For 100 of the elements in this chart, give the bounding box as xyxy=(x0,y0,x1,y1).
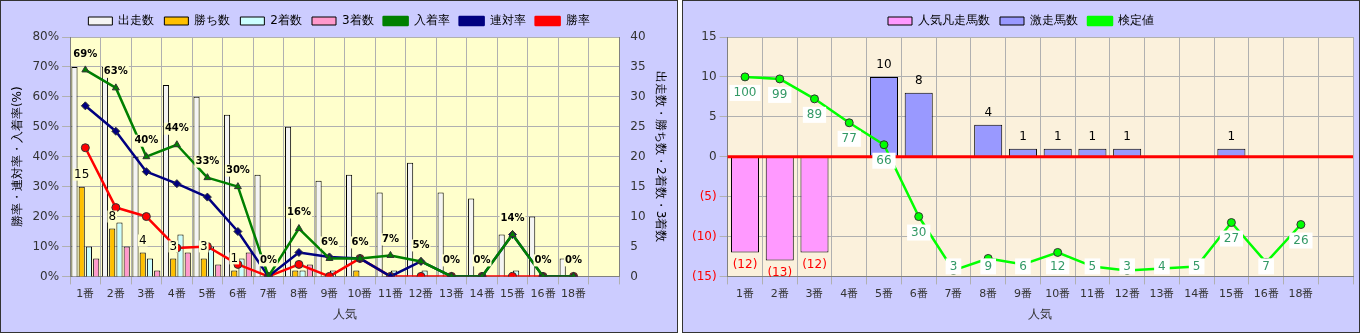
x-tick-label: 18番 xyxy=(1288,286,1314,300)
x-tick-label: 3番 xyxy=(137,286,156,300)
data-label: 30% xyxy=(225,164,250,176)
legend-label: 勝ち数 xyxy=(194,13,231,28)
x-tick-label: 14番 xyxy=(1184,286,1210,300)
y2-tick-label: 5 xyxy=(630,238,638,253)
y-tick-label: 20% xyxy=(32,208,60,223)
data-label: 3 xyxy=(199,238,208,253)
data-label: 3 xyxy=(169,238,178,253)
y-tick-label: 10% xyxy=(32,238,60,253)
y-tick-label: 60% xyxy=(32,88,60,103)
data-label: 66 xyxy=(876,152,892,167)
x-axis-title: 人気 xyxy=(332,306,357,321)
data-label: 6% xyxy=(320,236,338,248)
x-tick-label: 6番 xyxy=(228,286,247,300)
y-tick-label: (15) xyxy=(691,268,717,283)
data-label: 3 xyxy=(1123,258,1131,273)
x-tick-label: 2番 xyxy=(770,286,789,300)
x-tick-label: 14番 xyxy=(469,286,495,300)
data-label: 1 xyxy=(1088,128,1097,143)
y2-tick-label: 10 xyxy=(630,208,646,223)
x-tick-label: 16番 xyxy=(530,286,556,300)
y-tick-label: 30% xyxy=(32,178,60,193)
data-label: 9 xyxy=(984,258,993,273)
legend-label: 激走馬数 xyxy=(1030,13,1078,28)
legend-label: 人気凡走馬数 xyxy=(918,13,990,28)
x-tick-label: 7番 xyxy=(944,286,963,300)
x-tick-label: 6番 xyxy=(909,286,928,300)
data-label: 1 xyxy=(230,250,239,265)
y-tick-label: 5 xyxy=(708,108,717,123)
x-tick-label: 1番 xyxy=(76,286,95,300)
data-label: 26 xyxy=(1293,232,1309,247)
data-label: 14% xyxy=(500,212,525,224)
y2-tick-label: 20 xyxy=(630,148,646,163)
y2-tick-label: 35 xyxy=(630,59,646,74)
data-label: 7 xyxy=(1262,258,1270,273)
data-label: 69% xyxy=(73,47,98,59)
data-label: 1 xyxy=(1019,128,1027,143)
x-tick-label: 5番 xyxy=(198,286,217,300)
data-label: 16% xyxy=(286,206,311,218)
y-axis-title: 勝率・連対率・入着率(%) xyxy=(10,86,25,228)
legend-label: 2着数 xyxy=(270,13,303,28)
y-tick-label: 80% xyxy=(32,29,60,44)
x-tick-label: 10番 xyxy=(347,286,373,300)
x-tick-label: 4番 xyxy=(167,286,186,300)
y-tick-label: 70% xyxy=(32,59,60,74)
x-tick-label: 3番 xyxy=(805,286,824,300)
y-tick-label: (5) xyxy=(699,188,717,203)
y2-tick-label: 40 xyxy=(630,29,646,44)
data-label: 6% xyxy=(351,236,369,248)
data-label: 4 xyxy=(138,232,147,247)
data-label: 12 xyxy=(1050,258,1066,273)
data-label: 40% xyxy=(134,134,159,146)
data-label: 30 xyxy=(911,224,927,239)
y-tick-label: 15 xyxy=(701,29,717,44)
data-label: 0% xyxy=(565,253,583,265)
x-tick-label: 8番 xyxy=(289,286,308,300)
data-label: 3 xyxy=(949,258,958,273)
legend-label: 3着数 xyxy=(342,13,374,28)
data-label: 15 xyxy=(74,166,90,181)
legend-label: 出走数 xyxy=(118,13,155,28)
data-label: (12) xyxy=(732,256,758,271)
data-label: 99 xyxy=(772,87,788,102)
x-tick-label: 12番 xyxy=(408,286,434,300)
data-label: 5% xyxy=(412,239,430,251)
x-tick-label: 18番 xyxy=(561,286,587,300)
y-tick-label: 50% xyxy=(32,118,60,133)
data-label: 89 xyxy=(806,106,823,121)
data-label: 4 xyxy=(1158,258,1166,273)
data-label: 0% xyxy=(443,253,460,265)
y-tick-label: 10 xyxy=(701,69,717,84)
y2-tick-label: 30 xyxy=(630,88,646,103)
x-tick-label: 15番 xyxy=(1218,286,1244,300)
x-tick-label: 15番 xyxy=(500,286,526,300)
data-label: 7% xyxy=(381,233,399,245)
legend-label: 検定値 xyxy=(1118,13,1154,28)
legend-label: 勝率 xyxy=(565,13,590,28)
x-tick-label: 13番 xyxy=(1149,286,1175,300)
x-tick-label: 9番 xyxy=(1013,286,1032,300)
x-tick-label: 13番 xyxy=(439,286,464,300)
x-tick-label: 4番 xyxy=(840,286,859,300)
data-label: 1 xyxy=(1053,128,1062,143)
y-tick-label: 0 xyxy=(708,148,717,163)
data-label: 5 xyxy=(1088,258,1097,273)
x-axis-title: 人気 xyxy=(1028,306,1053,321)
x-tick-label: 16番 xyxy=(1253,286,1279,300)
data-label: 8 xyxy=(914,72,923,87)
data-label: 4 xyxy=(984,104,993,119)
data-label: 0% xyxy=(473,253,491,265)
data-label: 1 xyxy=(1227,128,1236,143)
y2-tick-label: 15 xyxy=(630,178,646,193)
x-tick-label: 11番 xyxy=(377,286,403,300)
y-tick-label: 0% xyxy=(40,268,60,283)
data-label: 100 xyxy=(733,85,757,100)
data-label: 5 xyxy=(1192,258,1201,273)
x-tick-label: 12番 xyxy=(1114,286,1140,300)
data-label: (13) xyxy=(767,264,793,279)
y2-tick-label: 0 xyxy=(630,268,638,283)
y-tick-label: 40% xyxy=(32,148,60,163)
x-tick-label: 10番 xyxy=(1045,286,1071,300)
